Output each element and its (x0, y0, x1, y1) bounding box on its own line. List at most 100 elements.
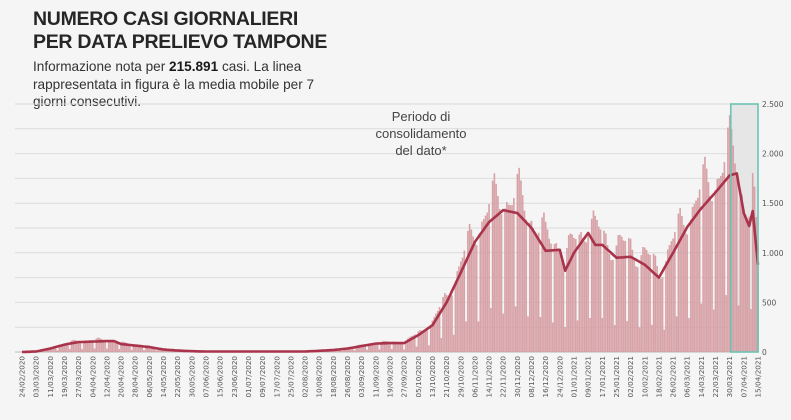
bar (557, 248, 559, 353)
consolidation-box (729, 103, 759, 353)
bar (408, 337, 411, 353)
bar (640, 255, 642, 353)
x-tick-label: 07/06/2020 (202, 356, 211, 398)
bar (433, 316, 435, 353)
bar (686, 234, 688, 353)
bar (498, 209, 501, 353)
bar (739, 189, 742, 353)
bar (659, 278, 662, 353)
bar (575, 239, 577, 353)
daily-bars (23, 115, 759, 353)
bar (656, 266, 658, 353)
bar (550, 243, 552, 353)
subtitle-pre: Informazione nota per (33, 59, 170, 74)
y-tick-label: 500 (762, 298, 777, 307)
y-tick-label: 2.000 (762, 150, 784, 159)
x-tick-label: 10/08/2020 (315, 356, 324, 398)
bar (585, 242, 588, 353)
bar (583, 241, 586, 353)
bar (638, 327, 641, 353)
bar (536, 235, 538, 353)
bar (357, 344, 359, 353)
x-tick-label: 03/09/2020 (357, 356, 366, 398)
bar (421, 330, 423, 353)
bar (589, 318, 591, 353)
x-tick-label: 02/02/2021 (626, 356, 635, 397)
bar (472, 236, 474, 353)
bar (514, 306, 517, 353)
bar (734, 163, 736, 353)
bar (518, 167, 520, 353)
bar (693, 204, 696, 353)
bar (120, 342, 122, 353)
x-tick-label: 22/03/2021 (711, 356, 720, 397)
bar (44, 351, 46, 353)
bar (691, 207, 694, 353)
x-tick-label: 06/03/2021 (683, 356, 692, 397)
x-tick-label: 17/01/2021 (598, 356, 607, 397)
bar (509, 205, 512, 353)
bar (688, 318, 690, 353)
bar (744, 214, 747, 353)
x-tick-label: 03/03/2020 (32, 356, 41, 398)
bar (559, 251, 561, 353)
bar (543, 212, 545, 353)
bar (458, 266, 460, 353)
bar (642, 247, 644, 353)
bar (417, 331, 420, 353)
bar (422, 331, 425, 353)
bar (548, 238, 550, 353)
bar (431, 320, 434, 353)
bar (399, 343, 402, 353)
bar (447, 296, 450, 353)
bar (684, 233, 687, 353)
bar (426, 330, 428, 353)
x-axis-labels: 24/02/2020 03/03/2020 11/03/2020 19/03/2020… (18, 356, 763, 398)
bar (601, 318, 604, 353)
bar (541, 217, 543, 353)
bar (553, 244, 556, 353)
bar (475, 245, 478, 353)
bar (495, 183, 497, 353)
x-tick-label: 05/10/2020 (414, 356, 423, 398)
bar (552, 322, 554, 353)
bar (598, 226, 600, 353)
bar (90, 341, 92, 353)
bar (511, 205, 513, 353)
bar (115, 341, 117, 353)
x-tick-label: 14/05/2020 (159, 356, 168, 398)
bar (491, 180, 494, 353)
bar (470, 229, 473, 353)
bar (488, 204, 490, 353)
bar (670, 241, 673, 353)
bar (72, 339, 75, 353)
bar (398, 343, 400, 353)
bar (619, 234, 621, 353)
bar (484, 215, 487, 353)
annotation-line-3: del dato* (395, 143, 446, 158)
bar (527, 316, 529, 353)
x-tick-label: 28/04/2020 (131, 356, 140, 398)
bar (490, 308, 492, 353)
bar (445, 295, 448, 353)
x-tick-label: 27/09/2020 (400, 356, 409, 398)
bar (530, 220, 533, 353)
y-tick-label: 0 (762, 348, 767, 357)
bar (668, 245, 671, 353)
bar (353, 350, 356, 353)
bar (720, 175, 722, 353)
bar (621, 236, 623, 353)
bar (155, 350, 158, 353)
bar (366, 349, 368, 353)
bar (99, 338, 101, 353)
bar (69, 349, 71, 353)
bar (97, 337, 99, 353)
bar (424, 331, 427, 353)
bar (461, 257, 464, 353)
bar (111, 340, 113, 353)
moving-average-line (21, 172, 760, 354)
bar (716, 179, 719, 353)
bar (529, 222, 531, 353)
bar (679, 207, 681, 353)
bar (537, 232, 540, 353)
